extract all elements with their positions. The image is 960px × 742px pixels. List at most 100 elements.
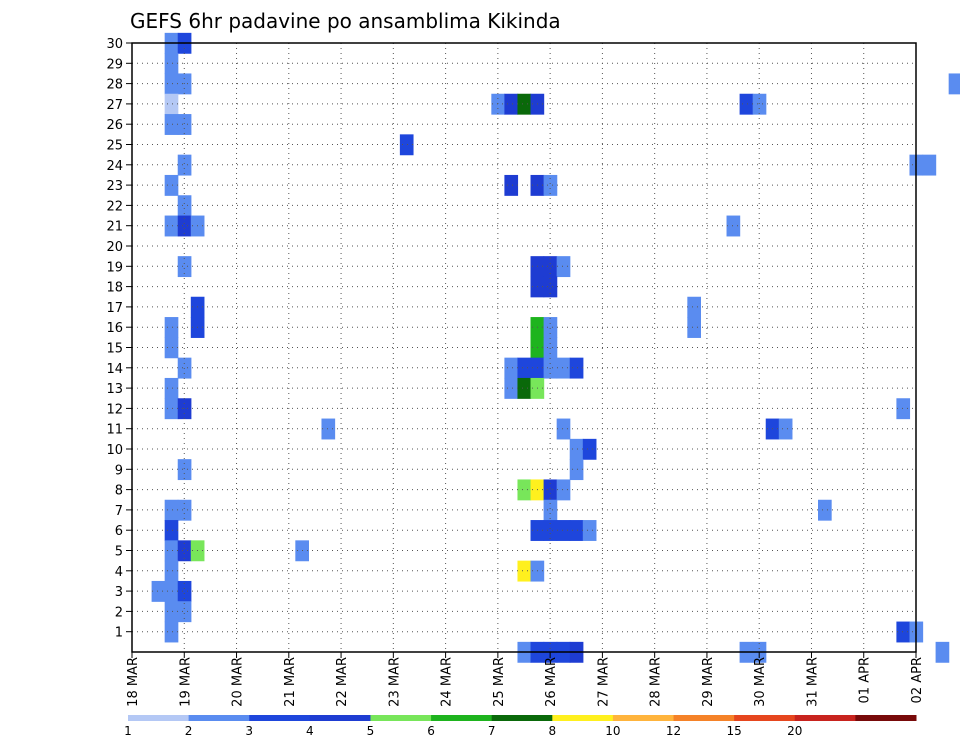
colorbar-swatch [370, 715, 432, 721]
x-tick-label: 23 MAR [387, 657, 402, 707]
y-tick-label: 29 [106, 57, 123, 72]
heatmap-cell [164, 377, 179, 399]
y-tick-label: 17 [106, 301, 123, 316]
heatmap-cell [504, 357, 519, 379]
y-tick-label: 8 [115, 484, 123, 499]
heatmap-cell [164, 499, 179, 521]
y-tick-label: 3 [115, 585, 123, 600]
colorbar-swatch [309, 715, 371, 721]
heatmap-cell [177, 540, 192, 562]
heatmap-cell [164, 317, 179, 338]
colorbar-label: 1 [124, 724, 132, 738]
heatmap-cell [177, 154, 192, 176]
heatmap-cell [569, 438, 584, 460]
y-tick-label: 6 [115, 524, 123, 539]
heatmap-cell [556, 418, 571, 440]
heatmap-cell [517, 357, 532, 379]
heatmap-cell [517, 93, 532, 115]
x-tick-label: 31 MAR [805, 657, 820, 707]
y-tick-label: 11 [106, 423, 123, 438]
colorbar-label: 12 [666, 724, 681, 738]
y-tick-label: 25 [106, 139, 123, 154]
y-tick-label: 1 [115, 626, 123, 641]
heatmap-cell [504, 93, 519, 115]
heatmap-cell [177, 499, 192, 521]
x-tick-label: 02 APR [910, 657, 925, 703]
colorbar-swatch [794, 715, 856, 721]
y-tick-label: 2 [115, 605, 123, 620]
heatmap-cell [922, 154, 937, 176]
heatmap-cell [164, 114, 179, 135]
heatmap-cell [177, 195, 192, 217]
x-tick-label: 28 MAR [649, 657, 664, 707]
heatmap-cell [164, 398, 179, 420]
heatmap-cell [543, 317, 558, 338]
heatmap-cell [582, 520, 597, 541]
colorbar-swatch [855, 715, 917, 721]
heatmap-cell [739, 93, 754, 115]
y-tick-label: 10 [106, 443, 123, 458]
heatmap-cell [164, 215, 179, 237]
heatmap-cell [935, 641, 950, 663]
colorbar-swatch [673, 715, 735, 721]
y-tick-label: 27 [106, 98, 123, 113]
y-tick-label: 14 [106, 362, 123, 377]
colorbar-label: 5 [367, 724, 375, 738]
heatmap-cell [818, 499, 832, 521]
y-tick-label: 12 [106, 402, 123, 417]
y-axis: 1234567891011121314151617181920212223242… [106, 37, 132, 641]
colorbar-swatch [188, 715, 250, 721]
colorbar-label: 20 [787, 724, 802, 738]
y-tick-label: 13 [106, 382, 123, 397]
heatmap-cell [164, 580, 179, 602]
y-tick-label: 23 [106, 179, 123, 194]
heatmap-cell [517, 560, 532, 582]
x-tick-label: 29 MAR [701, 657, 716, 707]
heatmap-cell [517, 479, 532, 501]
x-tick-label: 22 MAR [335, 657, 350, 707]
y-tick-label: 20 [106, 240, 123, 255]
chart-title: GEFS 6hr padavine po ansamblima Kikinda [130, 9, 561, 33]
heatmap-cell [543, 499, 558, 521]
heatmap-cell [164, 53, 179, 75]
heatmap-cell [543, 276, 558, 298]
heatmap-cell [517, 377, 532, 399]
heatmap-cell [569, 520, 584, 541]
heatmap-cell [569, 357, 584, 379]
heatmap-cell [177, 256, 192, 278]
colorbar-swatch [128, 715, 190, 721]
y-tick-label: 16 [106, 321, 123, 336]
x-tick-label: 24 MAR [440, 657, 455, 707]
colorbar-swatch [431, 715, 493, 721]
heatmap-cell [543, 479, 558, 501]
colorbar-label: 2 [185, 724, 193, 738]
x-tick-label: 27 MAR [596, 657, 611, 707]
colorbar: 1 2 3 4 5 6 7 8 10 12 15 20 [124, 715, 917, 738]
y-tick-label: 7 [115, 504, 123, 519]
colorbar-label: 7 [488, 724, 496, 738]
heatmap-cell [491, 93, 505, 115]
colorbar-swatch [249, 715, 311, 721]
heatmap-cell [399, 134, 414, 156]
colorbar-label: 15 [727, 724, 742, 738]
y-tick-label: 30 [106, 37, 123, 52]
heatmap-cell [164, 93, 179, 115]
heatmap-cell [321, 418, 336, 440]
heatmap-cell [569, 459, 584, 481]
y-tick-label: 24 [106, 159, 123, 174]
y-tick-label: 9 [115, 463, 123, 478]
x-tick-label: 26 MAR [544, 657, 559, 707]
heatmap-cell [556, 479, 571, 501]
x-tick-label: 18 MAR [126, 657, 141, 707]
heatmap-cell [948, 73, 960, 95]
y-tick-label: 4 [115, 565, 123, 580]
colorbar-label: 3 [245, 724, 253, 738]
heatmap-cell [752, 93, 767, 115]
x-tick-label: 01 APR [858, 657, 873, 703]
heatmap-cell [164, 601, 179, 623]
heatmap-cell [151, 580, 166, 602]
colorbar-swatch [734, 715, 796, 721]
heatmap-cell [543, 174, 558, 196]
y-tick-label: 26 [106, 118, 123, 133]
